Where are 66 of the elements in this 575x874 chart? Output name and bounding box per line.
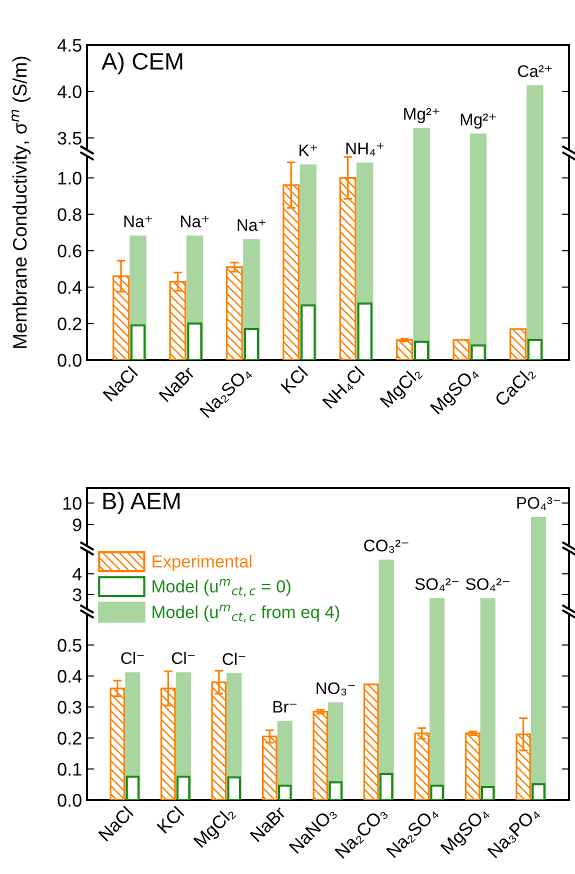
y-tick-label: 0.4 [58,670,82,683]
bar [244,328,260,360]
y-tick-label: 3.5 [58,132,82,145]
annotation: Cl⁻ [172,652,195,664]
annotation: SO₄²⁻ [415,578,459,592]
y-tick-label: 9 [72,518,82,532]
y-tick-label: 0.0 [58,354,82,367]
bar [357,302,372,360]
bar [176,776,190,800]
bar [300,304,316,360]
bar [527,338,543,360]
y-tick-label: 3 [72,588,82,602]
bar [509,328,526,360]
y-axis-title: Membrane Conductivity, σ$^{m}$ (S/m) [12,56,31,348]
annotation: Cl⁻ [121,652,144,664]
bar [126,776,140,800]
bar [328,781,342,800]
x-tick-label: KCl [280,366,308,394]
bar [278,784,292,800]
y-tick-label: 4.5 [57,39,82,52]
chart-title: A) CEM [102,52,182,74]
bar [226,266,243,360]
y-tick-label: 0.3 [58,700,82,714]
chart-title: B) AEM [103,492,180,514]
legend-label: Model (u$^{m}$$_{ct,c}$ = 0) [152,578,290,597]
annotation: Na⁺ [181,216,209,228]
y-tick-label: 0.4 [58,281,82,294]
y-tick-label: 0.5 [58,638,82,652]
annotation: Na⁺ [238,219,266,231]
y-tick-label: 0.1 [58,762,82,776]
x-tick-label: KCl [156,806,184,834]
annotation: K⁺ [300,144,317,156]
bar [532,783,546,800]
annotation: Na⁺ [124,216,152,228]
annotation: Ca²⁺ [518,65,552,78]
bar [480,786,495,800]
y-tick-label: 0.2 [58,318,82,330]
bar [430,784,444,800]
annotation: CO₃²⁻ [364,540,408,553]
bar [130,324,146,360]
annotation: SO₄²⁻ [466,578,510,592]
annotation: Cl⁻ [222,652,246,665]
y-tick-label: 0.6 [58,244,82,258]
bar [452,339,470,360]
y-tick-label: 4 [72,568,82,580]
bar [312,710,328,800]
y-tick-label: 1.0 [58,172,82,185]
y-tick-label: 0.8 [58,208,82,222]
annotation: Mg²⁺ [404,108,440,124]
bar [396,339,414,360]
y-tick-label: 10 [63,496,82,510]
bar [414,340,430,360]
annotation: NO₃⁻ [316,682,355,696]
annotation: NH₄⁺ [346,142,384,156]
y-tick-label: 0.0 [58,794,82,807]
legend-label: Model (u$^{m}$$_{ct,c}$ from eq 4) [152,604,340,622]
annotation: Br⁻ [274,701,296,713]
annotation: Mg²⁺ [460,114,496,129]
bar [187,322,202,360]
y-tick-label: 0.2 [58,732,82,745]
y-tick-label: 4.0 [57,85,82,98]
bar [227,776,242,800]
bar [470,344,486,360]
bar [379,772,394,800]
legend-label: Experimental [152,554,252,572]
annotation: PO₄³⁻ [517,496,560,510]
